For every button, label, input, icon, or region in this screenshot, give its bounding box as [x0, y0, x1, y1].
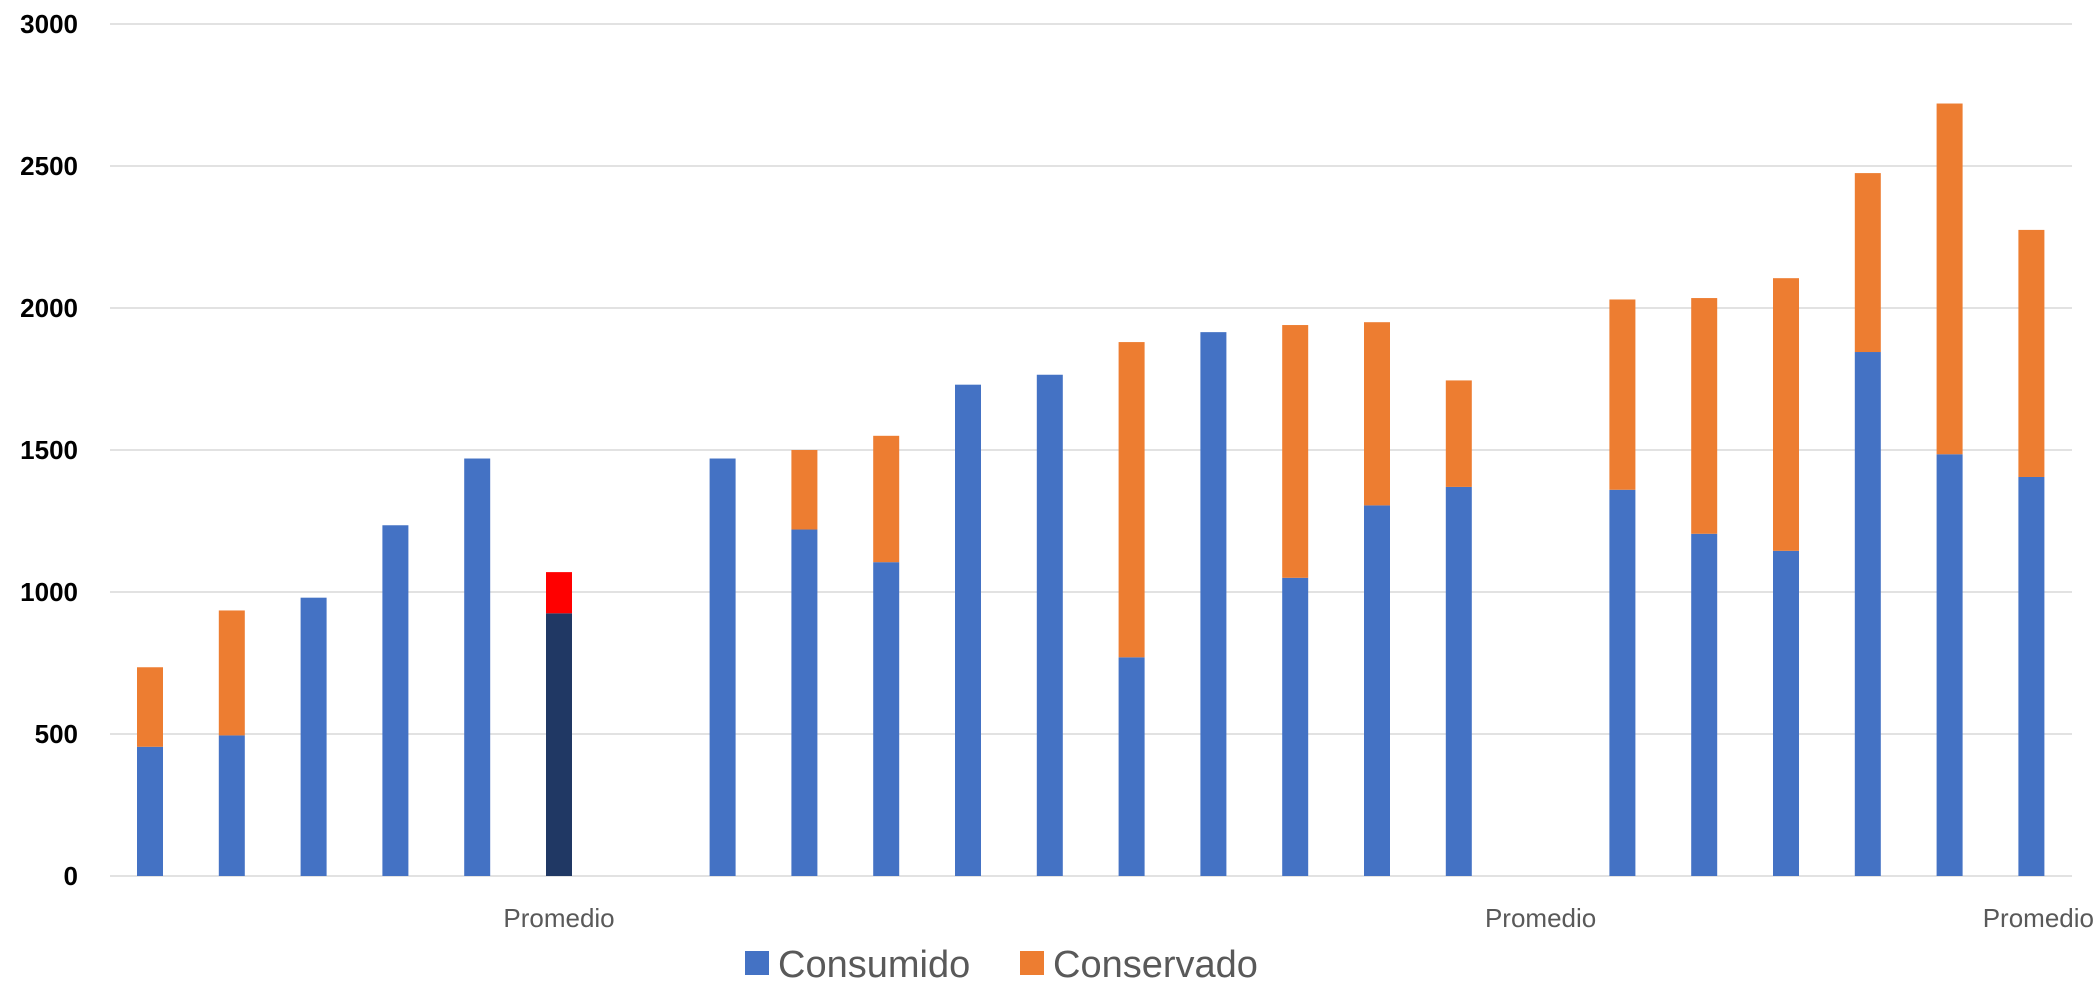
bars — [137, 103, 2045, 876]
bar-consumido — [382, 525, 409, 876]
x-tick-label: Promedio — [503, 903, 614, 933]
bar-conservado — [1118, 342, 1145, 658]
y-tick-label: 1000 — [20, 577, 78, 607]
x-axis-labels: Promedio Promedio Promedio — [503, 903, 2094, 933]
legend-label-consumido: Consumido — [778, 944, 970, 981]
x-tick-label: Promedio — [1485, 903, 1596, 933]
bar-consumido — [300, 597, 327, 876]
bar-conservado — [1854, 173, 1881, 353]
bar-consumido — [1691, 533, 1718, 876]
bar-conservado — [1364, 322, 1390, 506]
bar-conservado — [1773, 278, 1799, 551]
bar-conservado — [218, 610, 245, 736]
bar-consumido — [1036, 374, 1063, 876]
bar-consumido — [1936, 454, 1963, 876]
bar-consumido — [546, 613, 572, 876]
bar-consumido — [1282, 577, 1309, 876]
bar-consumido — [1854, 352, 1881, 876]
y-axis-ticks: 0 500 1000 1500 2000 2500 3000 — [20, 9, 78, 891]
bar-conservado — [791, 450, 818, 530]
y-tick-label: 1500 — [20, 435, 78, 465]
bar-consumido — [137, 746, 163, 876]
legend: Consumido Conservado — [745, 944, 1258, 981]
legend-swatch-conservado — [1020, 951, 1044, 975]
bar-conservado — [1936, 103, 1963, 455]
legend-label-conservado: Conservado — [1053, 944, 1258, 981]
bar-consumido — [1445, 486, 1472, 876]
bar-consumido — [873, 562, 900, 876]
bar-consumido — [1609, 489, 1636, 876]
bar-consumido — [1200, 332, 1227, 876]
gridlines — [110, 23, 2072, 877]
y-tick-label: 2500 — [20, 151, 78, 181]
bar-consumido — [955, 384, 981, 876]
y-tick-label: 500 — [35, 719, 78, 749]
bar-consumido — [1773, 550, 1799, 876]
bar-consumido — [791, 529, 818, 876]
bar-consumido — [1364, 505, 1390, 876]
bar-consumido — [218, 735, 245, 876]
bar-consumido — [1118, 657, 1145, 876]
bar-conservado — [1609, 299, 1636, 490]
bar-conservado — [1691, 298, 1718, 534]
bar-conservado — [137, 667, 163, 747]
bar-conservado — [2018, 229, 2045, 477]
bar-consumido — [2018, 476, 2045, 876]
bar-conservado — [546, 572, 572, 614]
y-tick-label: 0 — [64, 861, 78, 891]
y-tick-label: 3000 — [20, 9, 78, 39]
bar-consumido — [464, 458, 491, 876]
y-tick-label: 2000 — [20, 293, 78, 323]
x-tick-label: Promedio — [1983, 903, 2094, 933]
bar-consumido — [709, 458, 736, 876]
bar-conservado — [1282, 325, 1309, 578]
bar-conservado — [1445, 380, 1472, 487]
bar-conservado — [873, 435, 900, 563]
legend-swatch-consumido — [745, 951, 769, 975]
